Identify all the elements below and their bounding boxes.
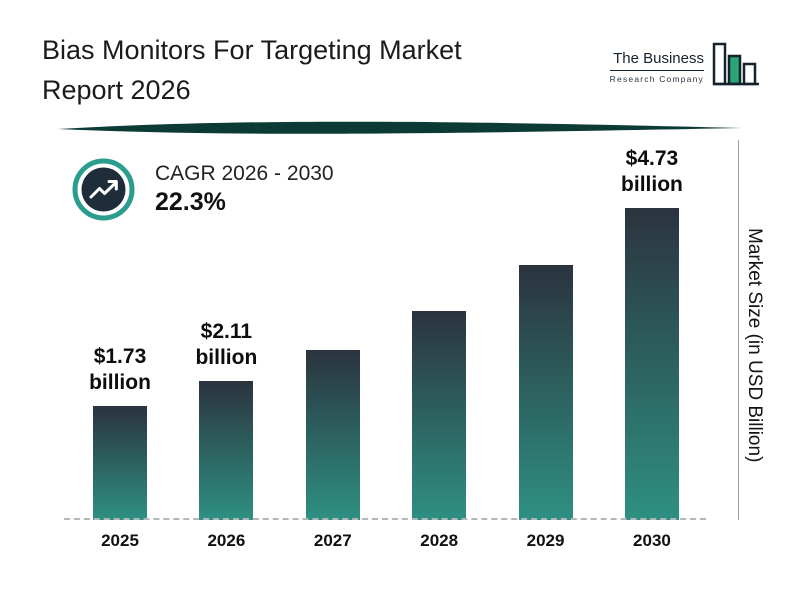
company-logo: The Business Research Company xyxy=(609,40,764,100)
bar-group-2028 xyxy=(391,140,487,520)
logo-text-line2: Research Company xyxy=(609,74,704,84)
bar-2028 xyxy=(412,311,467,520)
bar-chart-logo-icon xyxy=(712,42,759,86)
bar-group-2030: $4.73 billion xyxy=(604,140,700,520)
bar-group-2026: $2.11 billion xyxy=(178,140,274,520)
bar-2029 xyxy=(518,265,573,520)
cagr-text: CAGR 2026 - 2030 22.3% xyxy=(155,162,334,217)
y-axis-title: Market Size (in USD Billion) xyxy=(744,228,765,463)
bar-group-2025: $1.73 billion xyxy=(72,140,168,520)
cagr-label: CAGR 2026 - 2030 xyxy=(155,162,334,185)
page-title: Bias Monitors For Targeting Market Repor… xyxy=(42,35,462,105)
x-axis-labels: 2025 2026 2027 2028 2029 2030 xyxy=(72,531,700,551)
x-tick-label-2030: 2030 xyxy=(633,531,671,550)
x-tick-label-2029: 2029 xyxy=(526,531,565,550)
header: Bias Monitors For Targeting Market Repor… xyxy=(42,30,764,110)
bar-value-label: $1.73 billion xyxy=(89,345,151,394)
trend-up-icon xyxy=(72,158,135,221)
y-axis-line xyxy=(738,140,739,520)
cagr-value: 22.3% xyxy=(155,188,226,216)
x-tick-label-2025: 2025 xyxy=(101,531,139,550)
logo-text-line1: The Business xyxy=(609,50,704,71)
bar-2027 xyxy=(305,350,360,520)
x-tick-label-2028: 2028 xyxy=(420,531,459,550)
bar-value-label: $2.11 billion xyxy=(195,320,258,369)
x-axis-baseline xyxy=(64,518,706,520)
bar-2025 xyxy=(93,406,147,520)
bar-2026 xyxy=(199,381,254,520)
bar-value-label: $4.73 billion xyxy=(621,147,683,196)
bar-group-2027 xyxy=(285,140,381,520)
x-tick-label-2027: 2027 xyxy=(313,531,352,550)
x-tick-label-2026: 2026 xyxy=(207,531,246,550)
cagr-block: CAGR 2026 - 2030 22.3% xyxy=(72,158,334,221)
divider-swoosh xyxy=(58,121,742,134)
bar-2030 xyxy=(624,208,679,520)
logo-text: The Business Research Company xyxy=(609,50,704,84)
bar-group-2029 xyxy=(498,140,594,520)
bar-chart: $1.73 billion $2.11 billion $4.73 billion xyxy=(72,140,700,520)
